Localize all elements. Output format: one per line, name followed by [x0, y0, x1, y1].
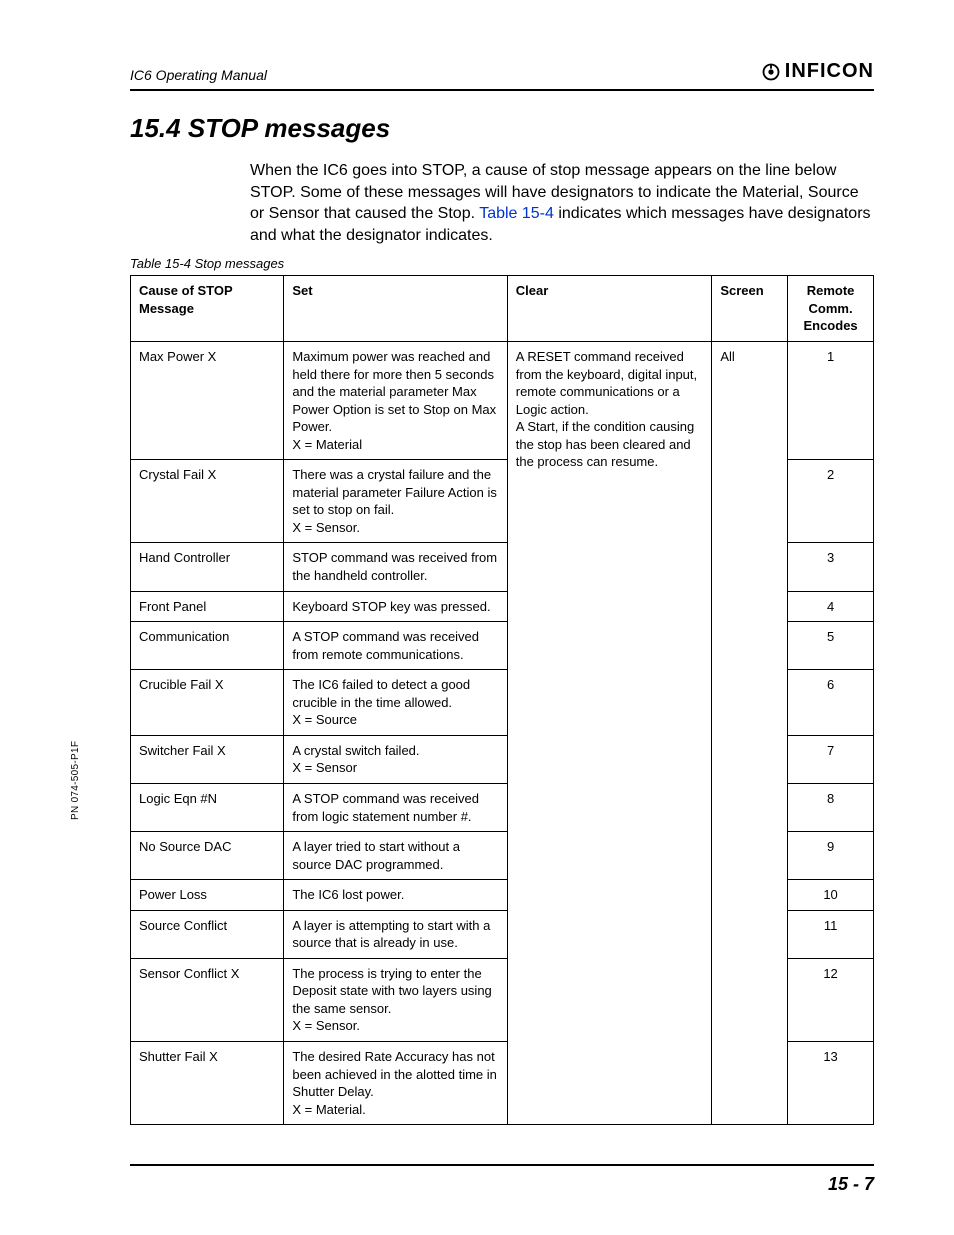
cell-cause: Front Panel	[131, 591, 284, 622]
cell-cause: No Source DAC	[131, 832, 284, 880]
cell-encodes: 9	[788, 832, 874, 880]
cell-encodes: 3	[788, 543, 874, 591]
cell-encodes: 5	[788, 622, 874, 670]
cell-set: STOP command was received from the handh…	[284, 543, 507, 591]
cell-cause: Logic Eqn #N	[131, 783, 284, 831]
cell-set: A layer is attempting to start with a so…	[284, 910, 507, 958]
cell-encodes: 10	[788, 880, 874, 911]
cell-screen: All	[712, 342, 788, 1125]
cell-set: The process is trying to enter the Depos…	[284, 958, 507, 1041]
cell-cause: Source Conflict	[131, 910, 284, 958]
cell-set: Keyboard STOP key was pressed.	[284, 591, 507, 622]
col-header-set: Set	[284, 276, 507, 342]
cell-cause: Sensor Conflict X	[131, 958, 284, 1041]
cell-encodes: 7	[788, 735, 874, 783]
col-header-screen: Screen	[712, 276, 788, 342]
brand-logo: INFICON	[761, 60, 874, 83]
table-xref-link[interactable]: Table 15-4	[479, 205, 554, 222]
cell-encodes: 4	[788, 591, 874, 622]
cell-clear: A RESET command received from the keyboa…	[507, 342, 712, 1125]
table-body: Max Power XMaximum power was reached and…	[131, 342, 874, 1125]
cell-encodes: 1	[788, 342, 874, 460]
page-header: IC6 Operating Manual INFICON	[130, 60, 874, 91]
section-intro: When the IC6 goes into STOP, a cause of …	[250, 160, 874, 246]
cell-cause: Crystal Fail X	[131, 460, 284, 543]
cell-cause: Switcher Fail X	[131, 735, 284, 783]
cell-set: There was a crystal failure and the mate…	[284, 460, 507, 543]
cell-encodes: 8	[788, 783, 874, 831]
doc-title: IC6 Operating Manual	[130, 67, 267, 83]
page-number: 15 - 7	[828, 1174, 874, 1194]
page-footer: 15 - 7	[130, 1164, 874, 1195]
cell-encodes: 6	[788, 670, 874, 736]
page: PN 074-505-P1F IC6 Operating Manual INFI…	[0, 0, 954, 1235]
col-header-cause: Cause of STOP Message	[131, 276, 284, 342]
cell-encodes: 2	[788, 460, 874, 543]
table-caption: Table 15-4 Stop messages	[130, 256, 874, 271]
cell-cause: Hand Controller	[131, 543, 284, 591]
side-print-code: PN 074-505-P1F	[70, 741, 81, 820]
cell-encodes: 12	[788, 958, 874, 1041]
cell-cause: Power Loss	[131, 880, 284, 911]
cell-cause: Communication	[131, 622, 284, 670]
cell-cause: Crucible Fail X	[131, 670, 284, 736]
table-row: Max Power XMaximum power was reached and…	[131, 342, 874, 460]
cell-set: Maximum power was reached and held there…	[284, 342, 507, 460]
col-header-encodes: Remote Comm. Encodes	[788, 276, 874, 342]
cell-set: The desired Rate Accuracy has not been a…	[284, 1041, 507, 1124]
logo-icon	[761, 62, 781, 82]
cell-set: A STOP command was received from remote …	[284, 622, 507, 670]
cell-cause: Max Power X	[131, 342, 284, 460]
col-header-clear: Clear	[507, 276, 712, 342]
cell-set: A crystal switch failed.X = Sensor	[284, 735, 507, 783]
cell-set: The IC6 failed to detect a good crucible…	[284, 670, 507, 736]
brand-text: INFICON	[785, 60, 874, 83]
section-heading: 15.4 STOP messages	[130, 113, 874, 144]
stop-messages-table: Cause of STOP Message Set Clear Screen R…	[130, 275, 874, 1125]
cell-encodes: 13	[788, 1041, 874, 1124]
cell-set: A STOP command was received from logic s…	[284, 783, 507, 831]
cell-set: The IC6 lost power.	[284, 880, 507, 911]
cell-set: A layer tried to start without a source …	[284, 832, 507, 880]
cell-encodes: 11	[788, 910, 874, 958]
cell-cause: Shutter Fail X	[131, 1041, 284, 1124]
table-header: Cause of STOP Message Set Clear Screen R…	[131, 276, 874, 342]
